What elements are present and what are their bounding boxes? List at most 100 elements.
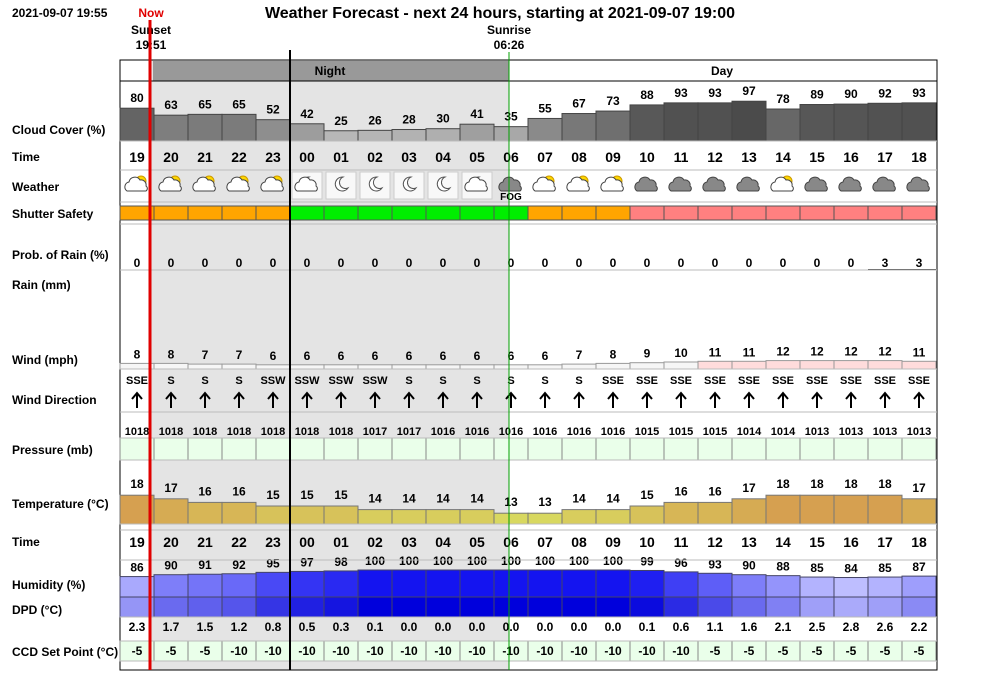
pressure: 1013: [805, 426, 829, 438]
time: 18: [911, 534, 927, 550]
wind-dir: SSE: [806, 375, 828, 387]
ccd-value: -5: [710, 644, 721, 658]
temp-value: 18: [810, 477, 824, 491]
ccd-value: -10: [638, 644, 656, 658]
wind-dir: S: [405, 375, 412, 387]
humidity-value: 100: [467, 554, 487, 568]
wind-dir: S: [473, 375, 480, 387]
time: 02: [367, 534, 383, 550]
time: 06: [503, 534, 519, 550]
ccd-value: -10: [570, 644, 588, 658]
ccd-value: -5: [200, 644, 211, 658]
cloud-value: 65: [198, 97, 212, 111]
pressure-cell: [561, 437, 597, 461]
wind-bar: [391, 364, 427, 370]
pressure-cell: [357, 437, 393, 461]
ccd-value: -10: [468, 644, 486, 658]
humidity-value: 86: [130, 561, 144, 575]
dpd-value: 0.0: [571, 620, 588, 634]
dpd-value: 0.0: [503, 620, 520, 634]
row-label: Shutter Safety: [12, 207, 94, 221]
dpd-band: [289, 596, 325, 618]
time: 20: [163, 149, 179, 165]
shutter-cell: [595, 205, 631, 221]
wind-bar: [867, 360, 903, 370]
cloud-value: 25: [334, 114, 348, 128]
sunrise-label: Sunrise: [487, 23, 531, 37]
temp-bar: [799, 494, 835, 525]
wind-bar: [493, 364, 529, 370]
wind-bar: [289, 364, 325, 370]
pressure: 1016: [465, 426, 489, 438]
ccd-value: -10: [604, 644, 622, 658]
pressure: 1016: [567, 426, 591, 438]
cloud-bar: [629, 104, 665, 142]
moon: [436, 176, 452, 192]
wind-bar: [799, 360, 835, 370]
dpd-band: [629, 596, 665, 618]
shutter-cell: [153, 205, 189, 221]
wind-value: 9: [644, 347, 651, 361]
wind-value: 7: [202, 348, 209, 362]
cloud-bar: [833, 103, 869, 142]
temp-bar: [527, 512, 563, 525]
humidity-value: 90: [164, 559, 178, 573]
icon-box: [427, 171, 459, 200]
rain-prob: 0: [202, 256, 209, 270]
dpd-value: 1.2: [231, 620, 248, 634]
rain-prob: 0: [270, 256, 277, 270]
wind-value: 10: [674, 346, 688, 360]
cloud-value: 90: [844, 87, 858, 101]
wind-arrow: [369, 391, 381, 408]
pressure: 1018: [261, 426, 285, 438]
wind-dir: SSE: [738, 375, 760, 387]
wind-bar: [153, 362, 189, 370]
wind-arrow: [607, 391, 619, 408]
cloud-value: 92: [878, 86, 892, 100]
dpd-value: 2.8: [843, 620, 860, 634]
time: 18: [911, 149, 927, 165]
cloud: [158, 176, 182, 192]
pressure-cell: [731, 437, 767, 461]
wind-value: 12: [776, 345, 790, 359]
humidity-value: 100: [433, 554, 453, 568]
pressure: 1018: [329, 426, 353, 438]
pressure: 1015: [635, 426, 659, 438]
temp-value: 14: [436, 492, 450, 506]
time: 15: [809, 149, 825, 165]
wind-dir: SSE: [670, 375, 692, 387]
rain-prob: 0: [746, 256, 753, 270]
wind-value: 6: [338, 349, 345, 363]
ccd-value: -10: [332, 644, 350, 658]
cloud-value: 65: [232, 97, 246, 111]
time: 04: [435, 149, 451, 165]
wind-dir: S: [235, 375, 242, 387]
wind-bar: [731, 360, 767, 370]
wind-bar: [697, 360, 733, 370]
wind-bar: [561, 363, 597, 370]
pressure-cell: [425, 437, 461, 461]
temp-value: 18: [776, 477, 790, 491]
humidity-value: 93: [708, 557, 722, 571]
cloud-value: 73: [606, 94, 620, 108]
wind-arrow: [301, 391, 313, 408]
ccd-value: -5: [812, 644, 823, 658]
temp-bar: [187, 501, 223, 525]
time: 21: [197, 149, 213, 165]
temp-value: 15: [334, 488, 348, 502]
cloud-bar: [221, 113, 257, 142]
wind-value: 8: [610, 347, 617, 361]
temp-value: 18: [130, 477, 144, 491]
rain-prob: 0: [644, 256, 651, 270]
wind-bar: [663, 361, 699, 370]
time: 17: [877, 534, 893, 550]
moon: [402, 176, 418, 192]
shutter-cell: [221, 205, 257, 221]
night-header: [153, 61, 509, 81]
wind-value: 12: [810, 345, 824, 359]
pressure: 1017: [397, 426, 421, 438]
cloud: [226, 176, 250, 192]
time: 04: [435, 534, 451, 550]
dpd-value: 1.5: [197, 620, 214, 634]
temp-bar: [629, 505, 665, 525]
